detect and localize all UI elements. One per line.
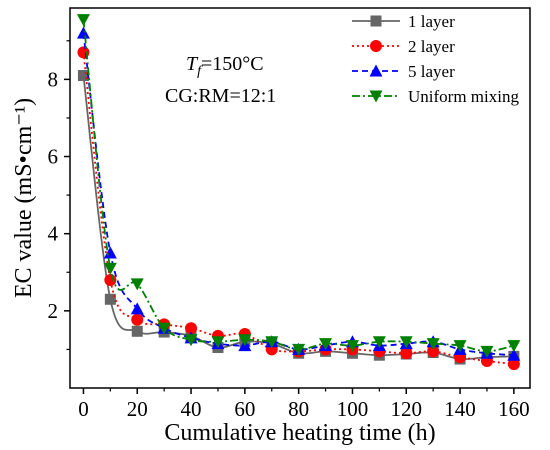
x-axis-title: Cumulative heating time (h) (164, 420, 435, 446)
legend-item-0: 1 layer (352, 12, 455, 31)
series-3-point-13 (426, 338, 440, 351)
y-tick-label-2: 2 (48, 299, 59, 323)
series-2-point-1 (103, 246, 117, 259)
series-line-2 (82, 32, 514, 357)
plot-frame (69, 7, 531, 389)
series-3-point-8 (292, 343, 306, 356)
y-axis-title: EC value (mS•cm⁻¹) (11, 98, 37, 298)
ratio-annotation: CG:RM=12:1 (165, 85, 276, 107)
series-2-point-16 (507, 348, 521, 361)
legend-marker-3 (369, 90, 383, 103)
legend-label-2: 5 layer (408, 62, 455, 81)
tf-subscript: f (197, 64, 203, 79)
series-1-point-12 (400, 347, 413, 360)
legend-marker-2 (369, 64, 383, 77)
legend-marker-0 (370, 15, 382, 27)
x-tick-label-160: 160 (498, 397, 530, 421)
series-3-point-6 (238, 334, 252, 347)
series-3-point-1 (103, 262, 117, 275)
y-tick-label-6: 6 (48, 145, 59, 169)
series-3-point-14 (453, 340, 467, 353)
series-3-point-16 (507, 340, 521, 353)
series-0-point-1 (104, 293, 116, 305)
series-3-point-15 (480, 345, 494, 358)
series-3-point-9 (319, 338, 333, 351)
axes-layer: 0 20 40 60 80 100 120 140 160 2 4 6 8 Cumulative heat… (11, 7, 531, 446)
legend-item-1: 2 layer (352, 37, 455, 56)
series-3-point-4 (184, 334, 198, 347)
series-0-point-2 (131, 325, 143, 337)
legend: 1 layer 2 layer 5 layer Uniform mixing (352, 12, 519, 106)
y-tick-label-4: 4 (48, 222, 59, 246)
series-3-point-12 (399, 336, 413, 349)
legend-marker-1 (370, 40, 382, 52)
series-layer (76, 14, 521, 371)
annotations: Tf=150°C CG:RM=12:1 (165, 53, 276, 107)
legend-label-1: 2 layer (408, 37, 455, 56)
x-tick-label-20: 20 (127, 397, 148, 421)
tf-symbol: T (186, 53, 199, 75)
x-tick-label-100: 100 (337, 397, 369, 421)
y-tick-label-8: 8 (48, 67, 59, 91)
series-3-point-10 (345, 340, 359, 353)
series-3-point-3 (157, 322, 171, 335)
x-tick-label-0: 0 (78, 397, 89, 421)
series-1-point-16 (507, 358, 520, 371)
series-1-point-1 (104, 273, 117, 286)
legend-item-2: 5 layer (352, 62, 455, 81)
series-1-point-2 (131, 313, 144, 326)
series-1-point-4 (185, 322, 198, 335)
x-tick-label-140: 140 (444, 397, 476, 421)
x-tick-label-40: 40 (181, 397, 202, 421)
series-2-point-2 (130, 302, 144, 315)
series-1-point-13 (427, 345, 440, 358)
legend-label-3: Uniform mixing (408, 87, 519, 106)
x-tick-label-60: 60 (234, 397, 255, 421)
x-tick-label-120: 120 (391, 397, 423, 421)
series-3-point-7 (265, 336, 279, 349)
legend-item-3: Uniform mixing (352, 87, 519, 106)
series-3-point-5 (211, 336, 225, 349)
temperature-annotation: Tf=150°C (186, 53, 264, 79)
series-0-point-0 (77, 70, 89, 82)
tf-value: =150°C (201, 53, 264, 75)
series-3-point-0 (76, 14, 90, 27)
series-3-point-2 (130, 278, 144, 291)
series-2-point-0 (76, 26, 90, 39)
series-3-point-11 (372, 336, 386, 349)
legend-label-0: 1 layer (408, 12, 455, 31)
series-3 (76, 14, 521, 358)
series-0 (77, 70, 520, 365)
series-line-0 (82, 75, 514, 361)
x-tick-label-80: 80 (288, 397, 309, 421)
